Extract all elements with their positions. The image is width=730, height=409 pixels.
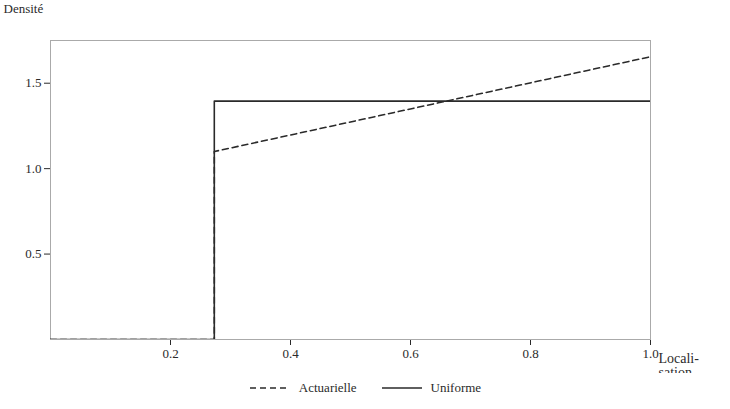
svg-text:Densité: Densité [4,1,44,16]
html-text:Uniforme: Uniforme [430,380,482,395]
svg-text:0.6: 0.6 [402,346,419,361]
svg-text:1.5: 1.5 [25,75,41,90]
svg-text:0.4: 0.4 [282,346,299,361]
svg-text:0.5: 0.5 [25,246,41,261]
svg-text:1.0: 1.0 [25,161,41,176]
svg-text:0.8: 0.8 [522,346,538,361]
html-text:Actuarielle: Actuarielle [298,380,357,395]
svg-text:1.0: 1.0 [642,346,658,361]
svg-text:Locali-sation: Locali-sation [659,351,700,373]
svg-text:0.2: 0.2 [162,346,178,361]
